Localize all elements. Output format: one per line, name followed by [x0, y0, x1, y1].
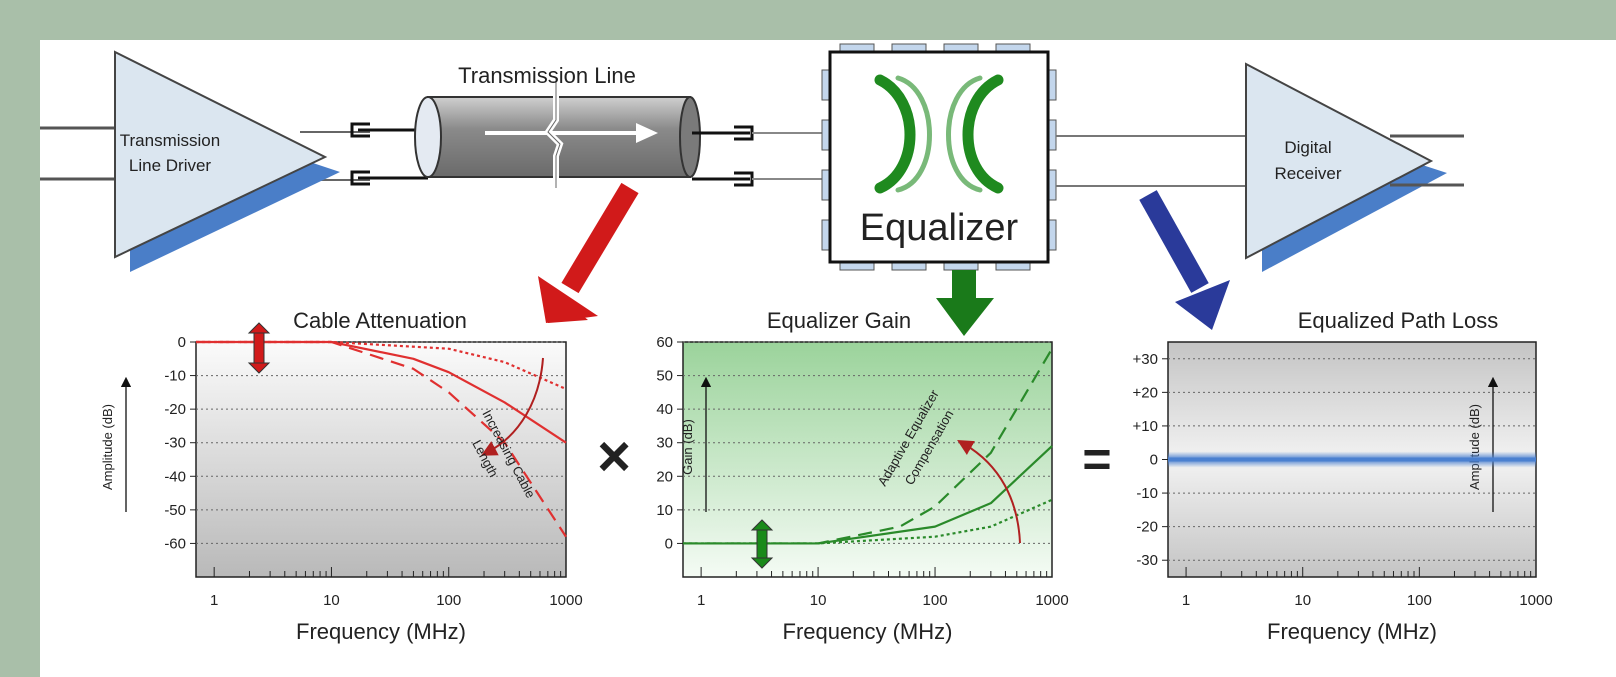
y-tick-label: +20: [1133, 384, 1158, 401]
y-tick-label: -10: [1136, 485, 1158, 502]
x-tick-label: 1000: [1519, 592, 1552, 609]
receiver-label-line2: Receiver: [1274, 164, 1341, 183]
equals-operator: =: [1082, 431, 1111, 487]
y-axis-title: Amplitude (dB): [1467, 404, 1482, 490]
red-adjust-marker: [253, 332, 265, 364]
y-tick-label: 40: [656, 401, 673, 418]
transmission-line-cable: Transmission Line: [414, 63, 701, 188]
chart-title: Equalized Path Loss: [1298, 308, 1499, 333]
y-tick-label: -20: [164, 401, 186, 418]
green-adjust-marker-top: [750, 519, 774, 531]
x-tick-label: 10: [1294, 592, 1311, 609]
green-adjust-marker-bottom: [750, 557, 774, 569]
y-tick-label: -20: [1136, 519, 1158, 536]
y-tick-label: 10: [656, 502, 673, 519]
green-flow-arrow: [936, 270, 994, 336]
x-tick-label: 100: [923, 592, 948, 609]
annotation-arrow: [480, 357, 544, 456]
y-tick-label: -10: [164, 368, 186, 385]
y-tick-label: 0: [178, 334, 186, 351]
digital-receiver: Digital Receiver: [1245, 62, 1447, 272]
x-axis-title: Frequency (MHz): [783, 619, 953, 644]
series-line-dashed: [683, 348, 1053, 545]
chart-title: Cable Attenuation: [293, 308, 467, 333]
transmission-line-label: Transmission Line: [458, 63, 636, 88]
x-tick-label: 100: [436, 592, 461, 609]
equalizer-chip: Equalizer: [821, 43, 1057, 271]
plot-area: [195, 341, 567, 578]
y-tick-label: 30: [656, 435, 673, 452]
y-tick-label: 60: [656, 334, 673, 351]
y-tick-label: 50: [656, 368, 673, 385]
receiver-triangle: [1245, 62, 1434, 260]
y-tick-label: 0: [665, 535, 673, 552]
y-tick-label: -60: [164, 535, 186, 552]
y-tick-label: 20: [656, 468, 673, 485]
x-tick-label: 1: [210, 592, 218, 609]
series-line-dashed: [196, 340, 567, 538]
y-tick-label: -50: [164, 502, 186, 519]
x-axis-title: Frequency (MHz): [296, 619, 466, 644]
equalized-path-loss-chart: +30 +20 +10 0 -10 -20 -30 1 10 100 1000 Equalized P…: [1133, 308, 1553, 644]
signal-chain-diagram: Transmission Line Driver Transmission Li…: [40, 43, 1553, 644]
x-tick-label: 10: [323, 592, 340, 609]
red-flow-arrow: [538, 182, 639, 323]
driver-triangle: [114, 50, 328, 259]
x-tick-label: 1: [697, 592, 705, 609]
multiply-operator: ×: [597, 424, 631, 489]
equalizer-logo-icon: [874, 74, 1004, 194]
x-tick-label: 100: [1407, 592, 1432, 609]
x-axis-title: Frequency (MHz): [1267, 619, 1437, 644]
blue-flow-arrow: [1139, 190, 1230, 330]
green-adjust-marker: [756, 529, 768, 559]
red-adjust-marker-top: [247, 322, 271, 334]
y-axis-title: Gain (dB): [680, 419, 695, 475]
x-tick-label: 10: [810, 592, 827, 609]
connector-right: [692, 125, 754, 187]
y-tick-label: +10: [1133, 418, 1158, 435]
y-tick-label: -40: [164, 468, 186, 485]
chart-title: Equalizer Gain: [767, 308, 911, 333]
x-tick-label: 1000: [549, 592, 582, 609]
driver-label-line2: Line Driver: [129, 156, 212, 175]
y-tick-label: +30: [1133, 351, 1158, 368]
y-axis-title: Amplitude (dB): [100, 404, 115, 490]
equalizer-label: Equalizer: [860, 207, 1019, 249]
transmission-line-driver: Transmission Line Driver: [114, 50, 340, 272]
red-adjust-marker-bottom: [247, 362, 271, 374]
plot-area: [682, 341, 1053, 578]
cable-attenuation-chart: 0 -10 -20 -30 -40 -50 -60 1 10 100 1000 Cable Atten…: [100, 308, 583, 644]
receiver-label-line1: Digital: [1284, 138, 1331, 157]
diagram-canvas: Transmission Line Driver Transmission Li…: [40, 40, 1616, 677]
driver-label-line1: Transmission: [120, 131, 220, 150]
x-tick-label: 1000: [1035, 592, 1068, 609]
y-tick-label: -30: [164, 435, 186, 452]
annotation-arrow: [957, 439, 1021, 544]
y-tick-label: -30: [1136, 552, 1158, 569]
y-tick-label: 0: [1150, 452, 1158, 469]
x-tick-label: 1: [1182, 592, 1190, 609]
